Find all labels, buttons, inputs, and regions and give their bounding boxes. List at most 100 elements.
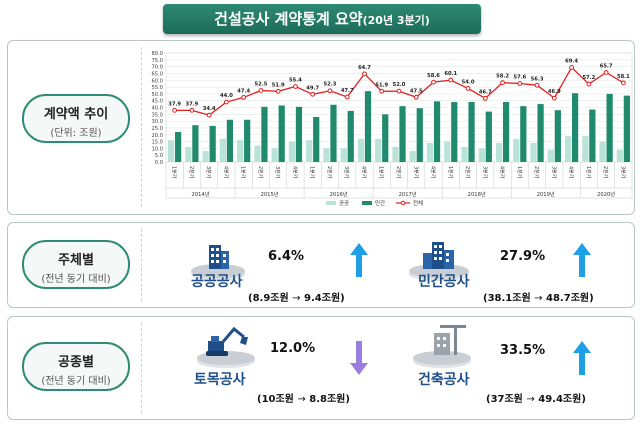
bar-private <box>226 119 234 162</box>
bar-public <box>530 142 537 162</box>
by-entity-note: (전년 동기 대비) <box>41 274 111 285</box>
y-tick-label: 70.0 <box>151 65 163 71</box>
bar-public <box>340 148 347 162</box>
data-label-total: 52.3 <box>324 82 337 88</box>
by-entity-section: 주체별 (전년 동기 대비) 공공공사 6.4% (8.9조원 → 9.4조원)… <box>7 222 635 308</box>
bar-public <box>185 147 192 162</box>
bar-public <box>599 141 606 162</box>
bar-public <box>375 138 382 162</box>
point-total <box>603 70 609 75</box>
bar-private <box>175 132 182 162</box>
legend-label-private: 민간 <box>375 199 385 207</box>
point-total <box>189 107 195 113</box>
up-arrow-icon <box>573 341 591 375</box>
bar-private <box>537 104 544 162</box>
x-tick-label: 1분기 <box>585 166 592 178</box>
bar-public <box>495 142 503 162</box>
data-label-total: 47.7 <box>341 88 354 94</box>
data-label-total: 51.9 <box>375 82 388 88</box>
year-label: 2014년 <box>192 190 210 198</box>
point-total <box>362 71 367 77</box>
bar-public <box>392 147 399 162</box>
bar-public <box>444 141 451 162</box>
by-work-type-label-pill: 공종별 (전년 동기 대비) <box>22 342 130 391</box>
data-label-total: 37.9 <box>168 101 181 107</box>
bar-public <box>461 147 468 162</box>
point-total <box>396 88 402 94</box>
data-label-total: 57.6 <box>513 75 526 81</box>
card-private-pct: 27.9% <box>500 249 546 264</box>
card-building-pct: 33.5% <box>500 343 546 358</box>
x-tick-label: 3분기 <box>481 166 488 178</box>
bar-private <box>502 102 510 162</box>
data-label-total: 55.4 <box>289 78 302 84</box>
year-label: 2016년 <box>330 190 348 198</box>
bar-private <box>485 111 492 162</box>
x-tick-label: 3분기 <box>274 166 281 178</box>
x-tick-label: 4분기 <box>291 166 298 178</box>
bar-public <box>168 140 175 162</box>
bar-public <box>306 140 313 162</box>
bar-private <box>295 106 303 162</box>
bar-private <box>468 102 475 162</box>
bar-public <box>547 149 554 162</box>
y-tick-label: 5.0 <box>155 153 163 159</box>
year-label: 2020년 <box>597 190 615 198</box>
data-label-total: 56.3 <box>531 76 544 82</box>
x-tick-label: 2분기 <box>326 166 333 178</box>
bar-private <box>623 95 630 162</box>
x-tick-label: 1분기 <box>378 166 385 178</box>
point-total <box>206 112 212 118</box>
year-label: 2015년 <box>261 190 279 198</box>
trend-divider <box>141 47 142 207</box>
bar-public <box>357 138 365 162</box>
y-tick-label: 65.0 <box>151 71 163 77</box>
y-tick-label: 75.0 <box>151 58 163 64</box>
point-total <box>224 99 229 105</box>
point-total <box>517 81 523 86</box>
year-label: 2018년 <box>468 190 486 198</box>
data-label-total: 60.1 <box>444 71 457 77</box>
y-tick-label: 50.0 <box>151 92 163 98</box>
year-label: 2019년 <box>537 190 555 198</box>
bar-private <box>330 104 337 162</box>
point-total <box>379 88 385 94</box>
point-total <box>465 86 471 91</box>
bar-private <box>571 93 579 162</box>
point-total <box>310 91 316 97</box>
bar-private <box>554 110 561 162</box>
data-label-total: 58.6 <box>427 73 440 79</box>
x-tick-label: 2분기 <box>257 166 264 178</box>
data-label-total: 64.7 <box>358 65 371 71</box>
card-public-range: (8.9조원 → 9.4조원) <box>248 293 345 304</box>
x-tick-label: 3분기 <box>412 166 419 178</box>
point-total <box>431 79 436 85</box>
trend-label-pill: 계약액 추이 (단위: 조원) <box>22 94 130 143</box>
point-total <box>275 88 281 94</box>
x-tick-label: 4분기 <box>568 166 575 178</box>
point-total <box>551 95 557 101</box>
page-title-banner: 건설공사 계약통계 요약(20년 3분기) <box>163 4 481 34</box>
trend-unit-note: (단위: 조원) <box>50 128 102 139</box>
up-arrow-icon <box>350 243 368 277</box>
data-label-total: 46.9 <box>548 89 561 95</box>
data-label-total: 46.7 <box>479 89 492 95</box>
bar-private <box>313 117 320 162</box>
down-arrow-icon <box>350 341 368 375</box>
point-total <box>413 94 419 100</box>
data-label-total: 69.4 <box>565 58 578 64</box>
point-total <box>500 80 505 86</box>
data-label-total: 34.4 <box>203 106 216 112</box>
data-label-total: 49.7 <box>306 85 319 91</box>
x-tick-label: 1분기 <box>240 166 247 178</box>
y-tick-label: 60.0 <box>151 78 163 84</box>
data-label-total: 47.5 <box>410 88 423 94</box>
bar-private <box>451 102 458 162</box>
crane-building-icon <box>413 325 471 368</box>
legend-marker-total <box>400 200 406 206</box>
x-tick-label: 3분기 <box>343 166 350 178</box>
bar-private <box>433 101 441 162</box>
y-tick-label: 25.0 <box>151 126 163 132</box>
x-tick-label: 3분기 <box>619 166 626 178</box>
bar-public <box>582 136 589 162</box>
